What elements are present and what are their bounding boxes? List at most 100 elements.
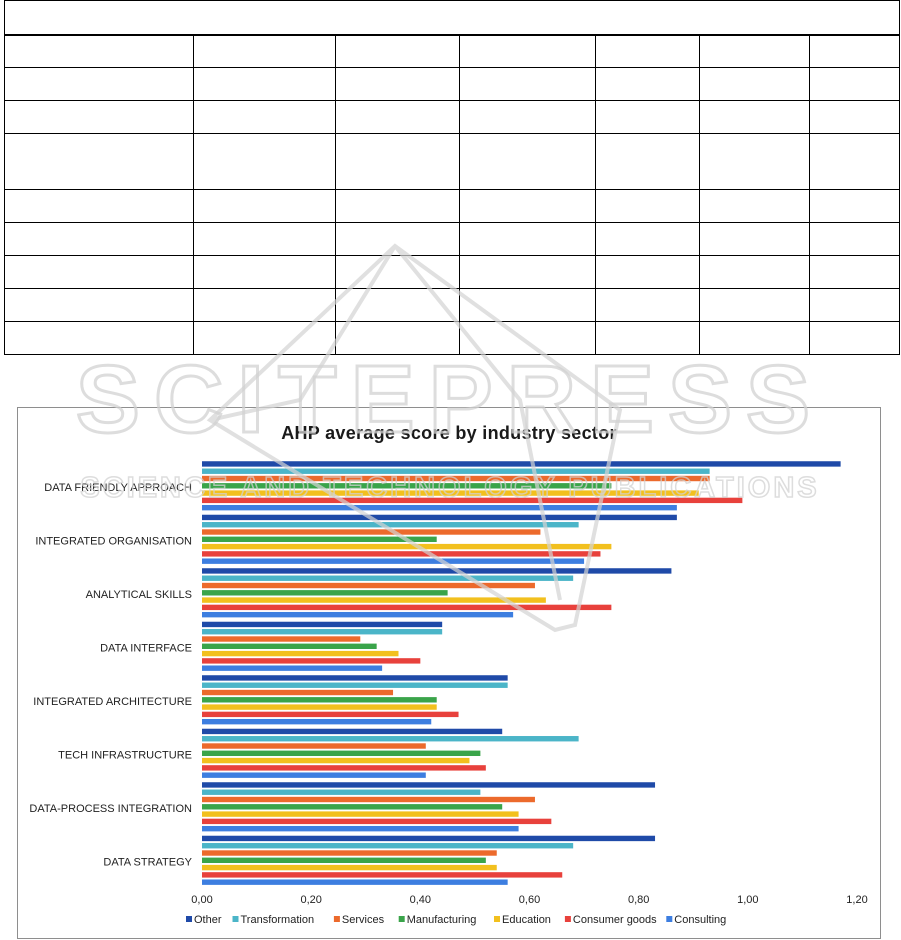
category-labels: DATA FRIENDLY APPROACH INTEGRATED ORGANIS… (29, 482, 192, 869)
bar-transformation (202, 522, 579, 528)
bar-chart: AHP average score by industry sector DAT… (29, 423, 867, 926)
bar-other (202, 461, 841, 467)
category-label: DATA INTERFACE (100, 642, 192, 654)
bar-consumer-goods (202, 551, 601, 557)
bar-consulting (202, 611, 514, 618)
x-tick-label: 1,20 (846, 894, 867, 906)
bar-consumer-goods (202, 818, 552, 825)
bar-services (202, 850, 497, 856)
bar-transformation (202, 575, 574, 581)
bar-manufacturing (202, 750, 481, 757)
bar-other (202, 621, 443, 628)
bar-consumer-goods (202, 658, 421, 664)
table-row (4, 189, 900, 223)
bar-manufacturing (202, 590, 448, 596)
bar-other (202, 675, 508, 681)
bar-education (202, 650, 399, 657)
legend-label: Consumer goods (573, 914, 657, 926)
bar-transformation (202, 468, 710, 474)
chart-frame: AHP average score by industry sector DAT… (17, 407, 881, 939)
legend: Other Transformation Services Manufacturing… (186, 914, 726, 926)
x-tick-labels: 0,00 0,20 0,40 0,60 0,80 1,00 1,20 (191, 894, 867, 906)
bar-services (202, 529, 541, 535)
table-row (4, 288, 900, 322)
bar-consumer-goods (202, 765, 486, 771)
bar-services (202, 475, 710, 482)
category-label: INTEGRATED ARCHITECTURE (33, 696, 192, 708)
table-row (4, 67, 900, 101)
bar-services (202, 796, 535, 803)
empty-table (4, 0, 900, 36)
x-tick-label: 0,20 (300, 894, 321, 906)
bar-consumer-goods (202, 497, 743, 504)
bar-consulting (202, 558, 585, 564)
table-row (4, 34, 900, 68)
category-label: DATA-PROCESS INTEGRATION (29, 803, 192, 815)
legend-swatch-manufacturing (398, 916, 405, 922)
category-label: ANALYTICAL SKILLS (86, 589, 192, 601)
bar-manufacturing (202, 643, 377, 650)
bar-consulting (202, 718, 432, 725)
bar-manufacturing (202, 857, 486, 864)
bar-group (202, 461, 841, 885)
bar-education (202, 704, 437, 710)
bar-education (202, 597, 546, 603)
category-label: TECH INFRASTRUCTURE (58, 749, 192, 761)
bar-other (202, 835, 656, 842)
bar-education (202, 864, 497, 871)
bar-education (202, 490, 699, 496)
bar-manufacturing (202, 483, 612, 489)
bar-services (202, 689, 394, 696)
legend-swatch-education (494, 916, 500, 922)
bar-consulting (202, 504, 677, 511)
bar-education (202, 757, 470, 764)
bar-services (202, 743, 426, 749)
legend-label: Education (502, 914, 551, 926)
bar-consumer-goods (202, 604, 612, 611)
bar-other (202, 782, 656, 788)
table-row (4, 222, 900, 256)
bar-transformation (202, 843, 574, 849)
legend-label: Other (194, 914, 222, 926)
bar-transformation (202, 682, 508, 688)
bar-other (202, 728, 503, 735)
bar-other (202, 514, 677, 521)
legend-swatch-other (186, 916, 192, 922)
legend-swatch-services (333, 916, 340, 922)
category-label: DATA STRATEGY (103, 856, 192, 868)
bar-other (202, 568, 672, 574)
legend-label: Manufacturing (407, 914, 477, 926)
bar-services (202, 582, 535, 589)
bar-consulting (202, 879, 508, 885)
legend-label: Services (342, 914, 385, 926)
table-row (4, 255, 900, 289)
category-label: INTEGRATED ORGANISATION (35, 535, 192, 547)
bar-education (202, 811, 519, 817)
legend-swatch-consumer-goods (564, 916, 571, 922)
x-tick-label: 0,40 (410, 894, 431, 906)
bar-transformation (202, 789, 481, 795)
legend-label: Consulting (674, 914, 726, 926)
legend-swatch-consulting (666, 916, 673, 922)
bar-consulting (202, 825, 519, 832)
x-tick-label: 0,80 (628, 894, 649, 906)
bar-consumer-goods (202, 872, 563, 878)
table-row (4, 100, 900, 134)
legend-swatch-transformation (232, 916, 239, 922)
empty-table-body (4, 34, 900, 355)
legend-label: Transformation (241, 914, 315, 926)
table-row (4, 321, 900, 355)
bar-consulting (202, 665, 383, 671)
bar-manufacturing (202, 804, 503, 810)
bar-education (202, 543, 612, 550)
category-label: DATA FRIENDLY APPROACH (44, 482, 192, 494)
x-tick-label: 1,00 (737, 894, 758, 906)
table-header-cell (4, 0, 900, 36)
bar-transformation (202, 629, 443, 635)
table-row (4, 133, 900, 190)
bar-consulting (202, 772, 426, 778)
bar-services (202, 636, 361, 642)
bar-manufacturing (202, 697, 437, 703)
x-tick-label: 0,60 (519, 894, 540, 906)
x-tick-label: 0,00 (191, 894, 212, 906)
